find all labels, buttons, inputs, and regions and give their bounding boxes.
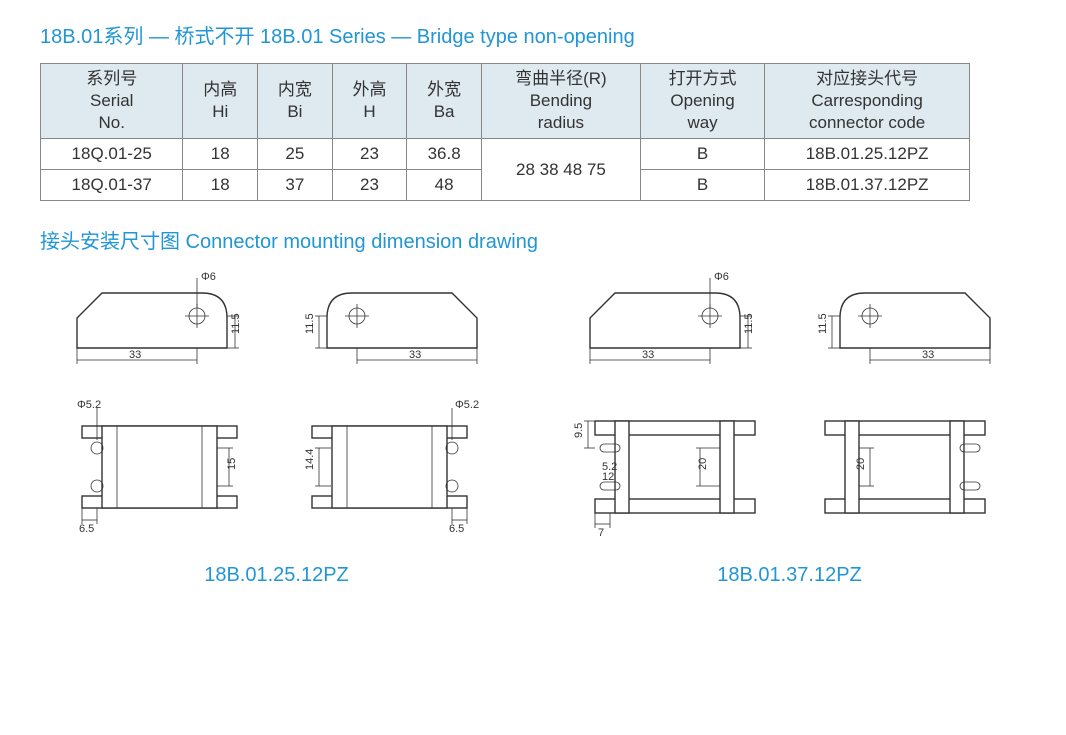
- dim-phi: Φ6: [714, 271, 729, 283]
- bracket-tr-icon: 11.5 33: [287, 268, 497, 378]
- cell-h: 23: [332, 170, 407, 201]
- cell-bi: 25: [258, 139, 333, 170]
- dim-edge: 6.5: [449, 523, 464, 535]
- cell-h: 23: [332, 139, 407, 170]
- dim-pitch: 20: [697, 458, 709, 470]
- connector-front-icon: 9.5 5.2 12 20 7: [570, 396, 780, 546]
- cell-ba: 36.8: [407, 139, 482, 170]
- bracket-tr-icon: 11.5 33: [800, 268, 1010, 378]
- cell-bending: 28 38 48 75: [481, 139, 640, 201]
- dim-h: 11.5: [230, 314, 242, 335]
- cell-bi: 37: [258, 170, 333, 201]
- part-label-left: 18B.01.25.12PZ: [40, 564, 513, 587]
- dim-phi: Φ5.2: [77, 399, 101, 411]
- drawing-bottom-row: Φ5.2 15 6.5: [40, 396, 513, 546]
- connector-br-icon: Φ5.2 14.4 6.5: [287, 396, 497, 546]
- cell-serial: 18Q.01-37: [41, 170, 183, 201]
- col-code: 对应接头代号Carrespondingconnector code: [765, 64, 970, 139]
- dim-pitch: 20: [855, 458, 867, 470]
- dim-w: 33: [642, 349, 654, 361]
- dim-edge: 7: [598, 527, 604, 539]
- bracket-tl-icon: Φ6 11.5 33: [57, 268, 267, 378]
- bracket-tl-icon: Φ6 11.5 33: [570, 268, 780, 378]
- dim-h: 11.5: [817, 314, 829, 335]
- table-row: 18Q.01-25 18 25 23 36.8 28 38 48 75 B 18…: [41, 139, 970, 170]
- drawing-right-col: Φ6 11.5 33 11.5: [553, 268, 1026, 587]
- cell-opening: B: [640, 139, 764, 170]
- col-bi: 内宽Bi: [258, 64, 333, 139]
- drawing-left-col: Φ6 11.5 33: [40, 268, 513, 587]
- cell-ba: 48: [407, 170, 482, 201]
- spec-table: 系列号SerialNo. 内高Hi 内宽Bi 外高H 外宽Ba 弯曲半径(R)B…: [40, 63, 970, 201]
- drawing-bottom-row: 9.5 5.2 12 20 7: [553, 396, 1026, 546]
- table-header-row: 系列号SerialNo. 内高Hi 内宽Bi 外高H 外宽Ba 弯曲半径(R)B…: [41, 64, 970, 139]
- drawing-top-row: Φ6 11.5 33: [40, 268, 513, 378]
- drawing-top-row: Φ6 11.5 33 11.5: [553, 268, 1026, 378]
- cell-serial: 18Q.01-25: [41, 139, 183, 170]
- col-opening: 打开方式Openingway: [640, 64, 764, 139]
- dim-pitch: 15: [226, 458, 238, 470]
- dim-phi: Φ5.2: [455, 399, 479, 411]
- dim-slot-h: 9.5: [573, 423, 585, 438]
- dim-w: 33: [922, 349, 934, 361]
- connector-front-mirror-icon: 20: [800, 396, 1010, 546]
- page-title: 18B.01系列 — 桥式不开 18B.01 Series — Bridge t…: [40, 20, 1026, 49]
- part-label-right: 18B.01.37.12PZ: [553, 564, 1026, 587]
- dim-phi: Φ6: [201, 271, 216, 283]
- col-bending: 弯曲半径(R)Bendingradius: [481, 64, 640, 139]
- dim-slot-w2: 12: [602, 471, 614, 483]
- col-ba: 外宽Ba: [407, 64, 482, 139]
- dim-pitch2: 14.4: [304, 449, 316, 470]
- dim-h: 11.5: [304, 314, 316, 335]
- section-subtitle: 接头安装尺寸图 Connector mounting dimension dra…: [40, 225, 1026, 254]
- col-hi: 内高Hi: [183, 64, 258, 139]
- drawings-container: Φ6 11.5 33: [40, 268, 1026, 587]
- cell-opening: B: [640, 170, 764, 201]
- dim-edge: 6.5: [79, 523, 94, 535]
- dim-w: 33: [129, 349, 141, 361]
- cell-code: 18B.01.37.12PZ: [765, 170, 970, 201]
- cell-hi: 18: [183, 170, 258, 201]
- cell-code: 18B.01.25.12PZ: [765, 139, 970, 170]
- col-serial: 系列号SerialNo.: [41, 64, 183, 139]
- dim-h: 11.5: [743, 314, 755, 335]
- connector-bl-icon: Φ5.2 15 6.5: [57, 396, 267, 546]
- dim-w: 33: [409, 349, 421, 361]
- col-h: 外高H: [332, 64, 407, 139]
- cell-hi: 18: [183, 139, 258, 170]
